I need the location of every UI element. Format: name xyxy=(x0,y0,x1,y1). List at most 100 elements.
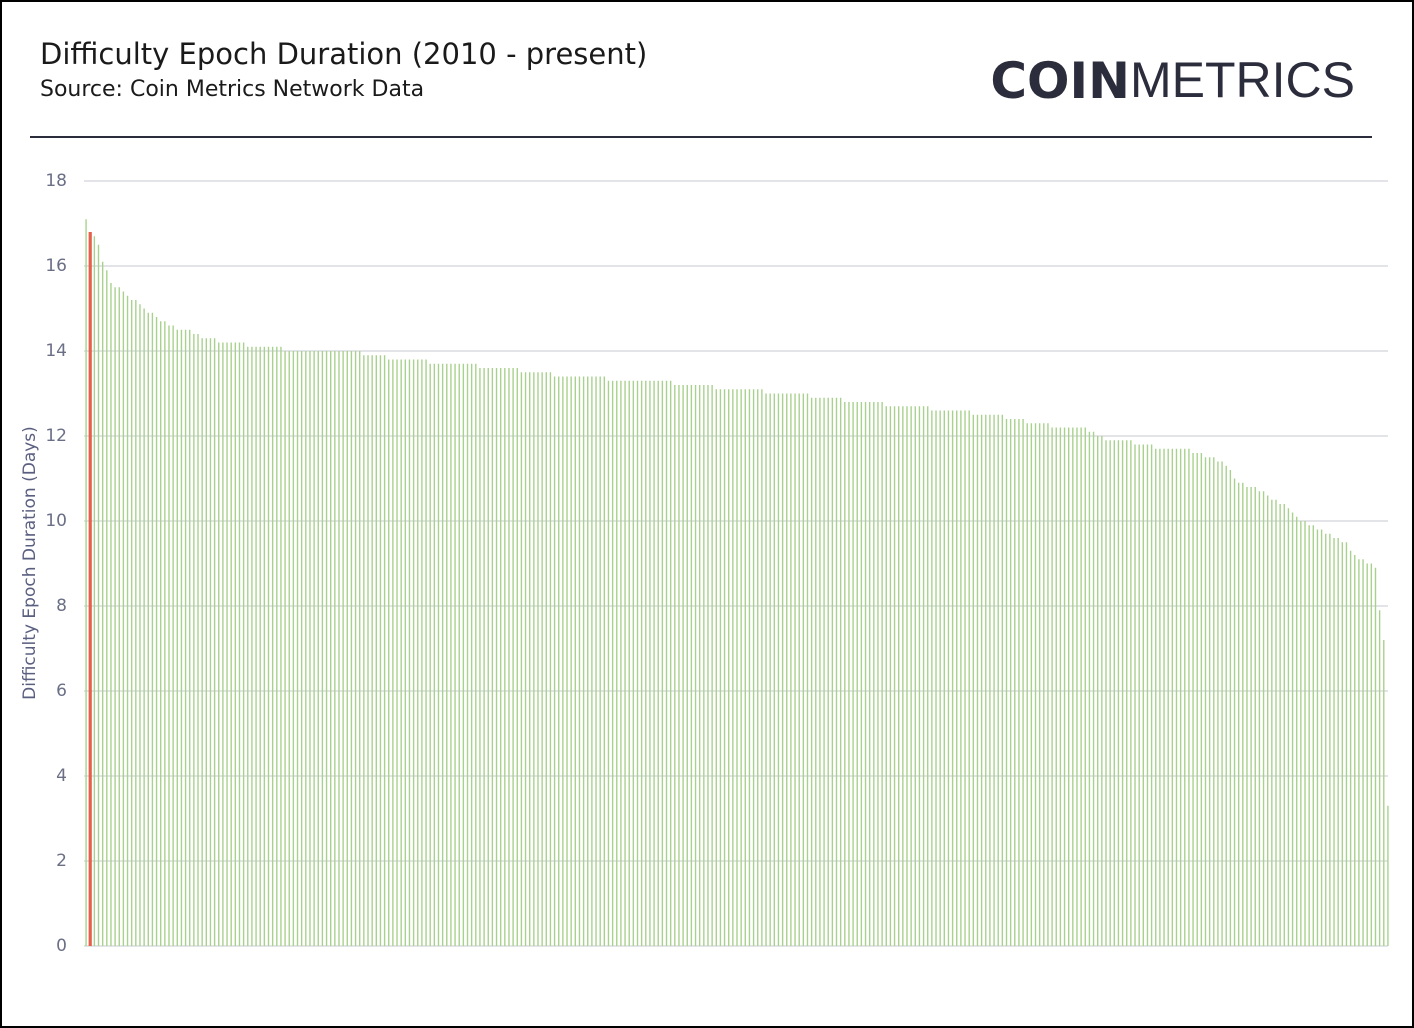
bar xyxy=(226,342,228,946)
bar xyxy=(1076,427,1078,946)
bar xyxy=(242,342,245,946)
bar xyxy=(856,402,858,946)
bar xyxy=(1055,427,1057,946)
bar xyxy=(794,393,796,946)
bar xyxy=(267,346,270,946)
bar xyxy=(810,397,813,946)
bar xyxy=(400,359,402,946)
bar xyxy=(1188,448,1190,946)
bar xyxy=(1316,529,1319,946)
bar xyxy=(1221,461,1223,946)
bar xyxy=(1349,550,1352,946)
bar xyxy=(1362,559,1364,946)
bar xyxy=(582,376,585,946)
bar xyxy=(408,359,411,946)
bar xyxy=(1155,448,1157,946)
bar xyxy=(300,351,303,946)
bar xyxy=(765,393,767,946)
bar xyxy=(1117,440,1120,946)
bar xyxy=(558,376,560,946)
bar xyxy=(205,338,208,946)
bar xyxy=(1134,444,1136,946)
bar xyxy=(997,414,999,946)
bar xyxy=(989,414,991,946)
bar xyxy=(1304,521,1306,946)
bar xyxy=(101,261,104,946)
bar xyxy=(864,402,867,946)
bar xyxy=(130,300,133,946)
logo: COINMETRICS xyxy=(990,52,1355,110)
bar xyxy=(893,406,896,946)
bar xyxy=(1159,448,1161,946)
bar xyxy=(1192,453,1194,946)
bar xyxy=(367,355,369,946)
bar xyxy=(823,397,825,946)
bar xyxy=(678,385,680,946)
bar xyxy=(744,389,746,946)
bar xyxy=(118,287,120,946)
bar xyxy=(446,363,448,946)
bar xyxy=(383,355,386,946)
bar xyxy=(1051,427,1053,946)
y-tick-label: 8 xyxy=(56,596,67,616)
bar xyxy=(537,372,539,946)
bar xyxy=(620,380,622,946)
bar xyxy=(325,351,328,946)
bar xyxy=(363,355,365,946)
bar xyxy=(686,385,688,946)
bar xyxy=(1366,563,1368,946)
bar xyxy=(247,346,249,946)
bar xyxy=(736,389,738,946)
bar xyxy=(1229,470,1232,946)
bar xyxy=(1354,555,1356,946)
bar xyxy=(918,406,921,946)
bar xyxy=(499,368,502,946)
bar xyxy=(106,270,108,946)
bar xyxy=(425,359,427,946)
bar xyxy=(839,397,842,946)
bar xyxy=(881,402,883,946)
y-tick-label: 4 xyxy=(56,766,67,786)
bar xyxy=(516,368,518,946)
bar xyxy=(786,393,788,946)
bar xyxy=(1279,504,1281,946)
bar xyxy=(541,372,543,946)
bar xyxy=(255,346,257,946)
bar xyxy=(238,342,241,946)
bar xyxy=(968,410,970,946)
bar xyxy=(649,380,651,946)
bar xyxy=(342,351,344,946)
bar xyxy=(1063,427,1066,946)
bar xyxy=(1138,444,1140,946)
bar xyxy=(371,355,373,946)
bar xyxy=(313,351,315,946)
bar xyxy=(545,372,547,946)
bar xyxy=(728,389,730,946)
bar xyxy=(1080,427,1082,946)
bar xyxy=(715,389,717,946)
bar xyxy=(1291,512,1294,946)
bar xyxy=(711,385,713,946)
bar xyxy=(831,397,834,946)
bar xyxy=(143,308,145,946)
bar xyxy=(160,321,162,946)
bar xyxy=(1121,440,1124,946)
bar xyxy=(197,334,199,946)
bar xyxy=(1146,444,1149,946)
bar xyxy=(844,402,846,946)
y-tick-label: 10 xyxy=(45,511,67,531)
bar xyxy=(902,406,904,946)
bar xyxy=(271,346,274,946)
bar xyxy=(1341,542,1344,946)
bar xyxy=(1067,427,1070,946)
bar xyxy=(1275,499,1277,946)
bar xyxy=(429,363,431,946)
bar xyxy=(1374,567,1377,946)
y-tick-label: 14 xyxy=(45,341,67,361)
bar xyxy=(110,283,112,946)
y-tick-label: 0 xyxy=(56,936,67,956)
bar xyxy=(1072,427,1074,946)
bar xyxy=(690,385,693,946)
bar xyxy=(587,376,589,946)
bar xyxy=(624,380,626,946)
